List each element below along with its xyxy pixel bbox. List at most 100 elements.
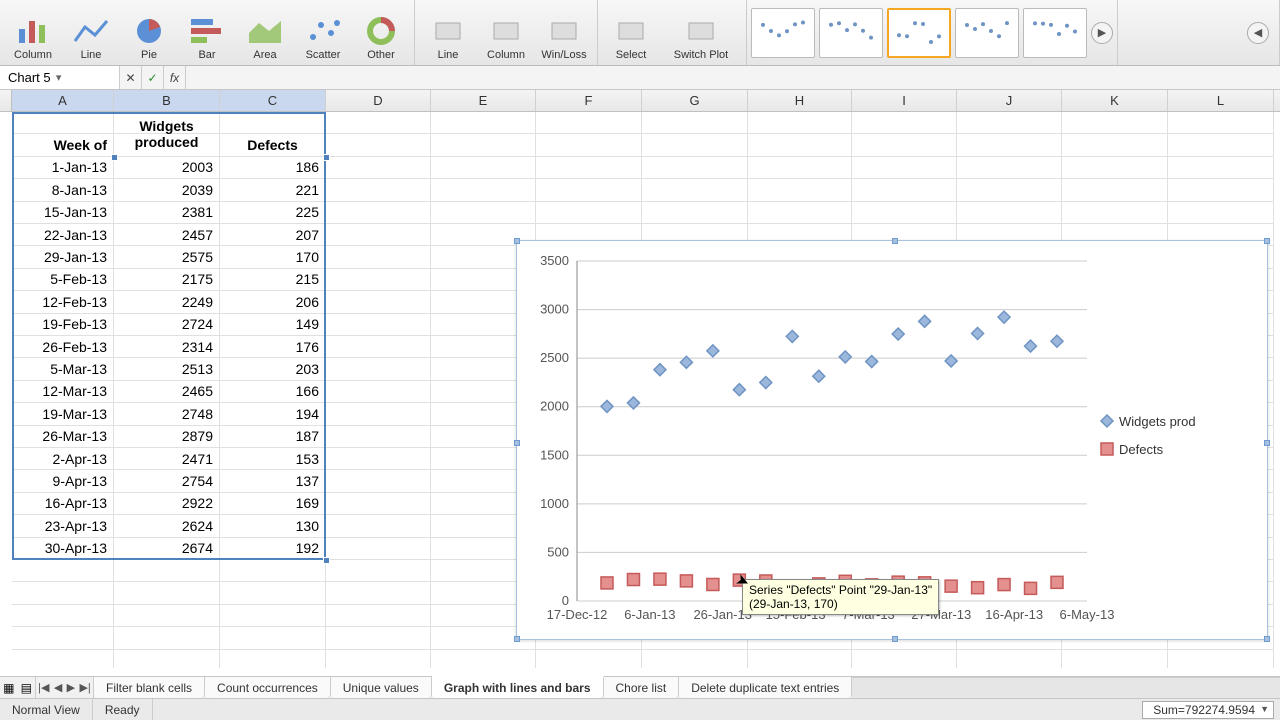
cell[interactable] <box>326 336 431 358</box>
cell[interactable] <box>220 560 326 582</box>
cell[interactable]: 2003 <box>114 157 220 179</box>
chart-resize-handle[interactable] <box>1264 636 1270 642</box>
layout-thumb-5[interactable] <box>1023 8 1087 58</box>
cell[interactable] <box>220 650 326 668</box>
cell[interactable] <box>957 112 1062 134</box>
cell[interactable]: 137 <box>220 470 326 492</box>
chart-resize-handle[interactable] <box>514 238 520 244</box>
cell[interactable] <box>431 650 536 668</box>
cell[interactable] <box>852 157 957 179</box>
cell[interactable]: 5-Feb-13 <box>12 269 114 291</box>
cell[interactable] <box>431 179 536 201</box>
cell[interactable] <box>326 582 431 604</box>
cell[interactable]: 2624 <box>114 515 220 537</box>
cell[interactable] <box>220 627 326 649</box>
chart-type-area[interactable]: Area <box>236 2 294 63</box>
chart-type-bar[interactable]: Bar <box>178 2 236 63</box>
cell[interactable] <box>114 560 220 582</box>
cell[interactable] <box>326 202 431 224</box>
cell[interactable] <box>326 291 431 313</box>
cell[interactable] <box>536 179 642 201</box>
cell[interactable]: 30-Apr-13 <box>12 538 114 560</box>
cell[interactable]: 192 <box>220 538 326 560</box>
layout-thumb-3[interactable] <box>887 8 951 58</box>
cell[interactable] <box>536 650 642 668</box>
view-mode[interactable]: Normal View <box>0 699 93 720</box>
cell[interactable] <box>1168 179 1274 201</box>
formula-input[interactable] <box>186 66 1280 89</box>
chart-resize-handle[interactable] <box>892 238 898 244</box>
cell[interactable]: 2575 <box>114 246 220 268</box>
cell[interactable] <box>852 112 957 134</box>
tab-nav[interactable]: |◀◀▶▶| <box>36 677 94 698</box>
cell[interactable]: Defects <box>220 134 326 156</box>
layout-thumb-2[interactable] <box>819 8 883 58</box>
cell[interactable]: 16-Apr-13 <box>12 493 114 515</box>
cell[interactable]: 26-Feb-13 <box>12 336 114 358</box>
cell[interactable]: 2381 <box>114 202 220 224</box>
cell[interactable]: 203 <box>220 358 326 380</box>
cell[interactable] <box>12 627 114 649</box>
cell[interactable] <box>1168 112 1274 134</box>
cell[interactable] <box>326 650 431 668</box>
cell[interactable] <box>957 650 1062 668</box>
cell[interactable] <box>536 202 642 224</box>
cell[interactable] <box>12 650 114 668</box>
cell[interactable] <box>1062 650 1168 668</box>
col-header-E[interactable]: E <box>431 90 536 111</box>
cell[interactable] <box>326 246 431 268</box>
cell[interactable] <box>326 627 431 649</box>
cell[interactable]: 22-Jan-13 <box>12 224 114 246</box>
fill-handle[interactable] <box>323 154 330 161</box>
cell[interactable]: 2465 <box>114 381 220 403</box>
cell[interactable]: 187 <box>220 426 326 448</box>
chart-type-line[interactable]: Line <box>62 2 120 63</box>
col-header-B[interactable]: B <box>114 90 220 111</box>
cell[interactable] <box>326 605 431 627</box>
cell[interactable] <box>957 134 1062 156</box>
cell[interactable] <box>12 605 114 627</box>
cell[interactable] <box>852 134 957 156</box>
cell[interactable] <box>748 134 852 156</box>
cell[interactable] <box>114 650 220 668</box>
layout-thumb-4[interactable] <box>955 8 1019 58</box>
cell[interactable] <box>326 560 431 582</box>
cell[interactable] <box>326 493 431 515</box>
cell[interactable] <box>326 426 431 448</box>
cell[interactable]: 2879 <box>114 426 220 448</box>
cell[interactable]: 5-Mar-13 <box>12 358 114 380</box>
cell[interactable]: 176 <box>220 336 326 358</box>
cell[interactable] <box>431 134 536 156</box>
cell[interactable]: Widgets produced <box>114 112 220 157</box>
cell[interactable] <box>642 650 748 668</box>
col-header-D[interactable]: D <box>326 90 431 111</box>
cell[interactable]: 2513 <box>114 358 220 380</box>
view-buttons[interactable]: ▦▤ <box>0 677 36 698</box>
cell[interactable]: 215 <box>220 269 326 291</box>
autosum-display[interactable]: Sum=792274.9594 <box>1142 701 1274 719</box>
cell[interactable]: 2471 <box>114 448 220 470</box>
cell[interactable]: 186 <box>220 157 326 179</box>
cell[interactable] <box>220 112 326 134</box>
cell[interactable] <box>431 157 536 179</box>
cell[interactable] <box>12 112 114 134</box>
chart-type-pie[interactable]: Pie <box>120 2 178 63</box>
cell[interactable]: 153 <box>220 448 326 470</box>
cell[interactable] <box>326 381 431 403</box>
cell[interactable] <box>431 202 536 224</box>
chart-resize-handle[interactable] <box>892 636 898 642</box>
cell[interactable]: 194 <box>220 403 326 425</box>
cell[interactable] <box>1062 179 1168 201</box>
cell[interactable] <box>326 134 431 156</box>
cell[interactable] <box>748 157 852 179</box>
cell[interactable]: 2922 <box>114 493 220 515</box>
col-header-H[interactable]: H <box>748 90 852 111</box>
cell[interactable] <box>114 627 220 649</box>
cell[interactable] <box>1168 650 1274 668</box>
cell[interactable] <box>748 112 852 134</box>
cell[interactable] <box>326 470 431 492</box>
cell[interactable]: 225 <box>220 202 326 224</box>
cell[interactable]: 2249 <box>114 291 220 313</box>
sheet-tab[interactable]: Filter blank cells <box>94 677 205 698</box>
sheet-tab[interactable]: Unique values <box>331 677 432 698</box>
